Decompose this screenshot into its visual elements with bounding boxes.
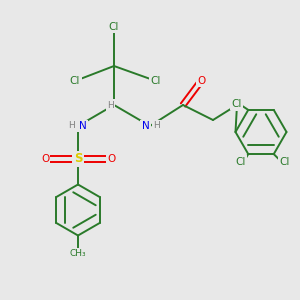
Text: O: O [197, 76, 205, 86]
Text: N: N [79, 121, 86, 131]
Text: Cl: Cl [70, 76, 80, 86]
Text: Cl: Cl [109, 22, 119, 32]
Text: O: O [233, 100, 241, 110]
Text: Cl: Cl [231, 99, 242, 109]
Text: S: S [74, 152, 82, 166]
Text: O: O [107, 154, 115, 164]
Text: O: O [41, 154, 49, 164]
Text: N: N [142, 121, 149, 131]
Text: H: H [107, 100, 114, 109]
Text: H: H [153, 122, 160, 130]
Text: Cl: Cl [236, 157, 246, 166]
Text: Cl: Cl [151, 76, 161, 86]
Text: Cl: Cl [279, 157, 290, 166]
Text: H: H [68, 122, 75, 130]
Text: CH₃: CH₃ [70, 249, 86, 258]
